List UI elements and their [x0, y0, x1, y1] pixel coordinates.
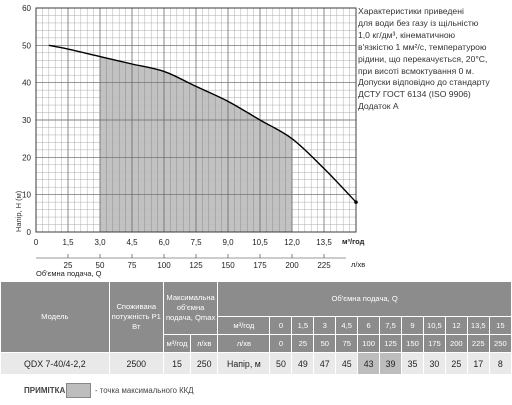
- model-name: QDX 7-40/4-2,2: [0, 352, 110, 375]
- flow-m3h-value: 10,5: [422, 316, 446, 335]
- head-value: 45: [335, 352, 359, 375]
- head-value: 39: [379, 352, 403, 375]
- x-axis-unit-m3h: м³/год: [342, 237, 365, 246]
- y-tick-label: 20: [22, 153, 31, 162]
- unit-lpm: л/хв: [217, 334, 271, 353]
- flow-lpm-value: 0: [269, 334, 293, 353]
- flow-lpm-value: 175: [422, 334, 446, 353]
- head-label: Напір, м: [217, 352, 271, 375]
- head-value: 8: [488, 352, 512, 375]
- lpm-tick-label: 125: [189, 261, 203, 270]
- flow-lpm-value: 250: [488, 334, 512, 353]
- flow-lpm-value: 50: [313, 334, 337, 353]
- flow-lpm-value: 200: [444, 334, 468, 353]
- lpm-tick-label: 150: [221, 261, 235, 270]
- x-tick-label: 12,0: [284, 238, 300, 247]
- flow-lpm-value: 225: [466, 334, 490, 353]
- chart-ticks: 0 1,5 3,0 4,5 6,0 7,5 9,0 10,5 12,0 13,5 0 10 20 30 40…: [22, 4, 358, 270]
- head-value: 25: [444, 352, 468, 375]
- footer-legend-text: - точка максимального ККД: [95, 386, 194, 395]
- header-power: Споживана потужність P1 Вт: [108, 281, 164, 353]
- head-value: 50: [269, 352, 293, 375]
- lpm-tick-label: 175: [253, 261, 267, 270]
- lpm-tick-label: 50: [96, 261, 105, 270]
- x-axis-title: Об'ємна подача, Q: [36, 269, 102, 278]
- head-value: 49: [291, 352, 315, 375]
- x-tick-label: 7,5: [190, 238, 202, 247]
- y-tick-label: 50: [22, 41, 31, 50]
- head-curve: [48, 44, 357, 203]
- footer-label: ПРИМІТКА:: [24, 386, 68, 395]
- x-tick-label: 10,5: [252, 238, 268, 247]
- x-tick-label: 6,0: [158, 238, 170, 247]
- head-value: 17: [466, 352, 490, 375]
- head-value: 47: [313, 352, 337, 375]
- y-tick-label: 30: [22, 116, 31, 125]
- y-tick-label: 10: [22, 191, 31, 200]
- x-tick-label: 0: [34, 238, 39, 247]
- flow-lpm-value: 100: [357, 334, 381, 353]
- lpm-tick-label: 25: [64, 261, 73, 270]
- efficiency-swatch: [66, 383, 91, 398]
- y-tick-label: 60: [22, 4, 31, 13]
- footer-note: ПРИМІТКА: - точка максимального ККД: [0, 378, 512, 405]
- characteristics-note: Характеристики приведені для води без га…: [358, 6, 490, 112]
- qmax-unit-m3h: м³/год: [162, 334, 192, 353]
- header-qmax: Максимальна об'ємна подача, Qmax: [162, 281, 219, 335]
- flow-lpm-value: 75: [335, 334, 359, 353]
- performance-table: Модель Споживана потужність P1 Вт Максим…: [0, 281, 512, 375]
- unit-m3h: м³/год: [217, 316, 271, 335]
- flow-m3h-value: 13,5: [466, 316, 490, 335]
- qmax-lpm-value: 250: [190, 352, 219, 375]
- header-flow: Об'ємна подача, Q: [217, 281, 512, 317]
- flow-m3h-value: 7,5: [379, 316, 403, 335]
- x-tick-label: 13,5: [316, 238, 332, 247]
- flow-lpm-value: 125: [379, 334, 403, 353]
- flow-m3h-value: 3: [313, 316, 337, 335]
- x-tick-label: 3,0: [94, 238, 106, 247]
- header-model: Модель: [0, 281, 110, 353]
- flow-m3h-value: 1,5: [291, 316, 315, 335]
- qmax-unit-lpm: л/хв: [190, 334, 219, 353]
- x-tick-label: 1,5: [62, 238, 74, 247]
- flow-lpm-value: 25: [291, 334, 315, 353]
- x-tick-label: 9,0: [222, 238, 234, 247]
- x-axis-unit-lpm: л/хв: [351, 260, 365, 269]
- qmax-m3h-value: 15: [162, 352, 192, 375]
- y-tick-label: 40: [22, 79, 31, 88]
- x-tick-label: 4,5: [126, 238, 138, 247]
- head-value: 43: [357, 352, 381, 375]
- curve-end-point: [354, 200, 358, 204]
- flow-m3h-value: 6: [357, 316, 381, 335]
- pump-curve-chart: 0 1,5 3,0 4,5 6,0 7,5 9,0 10,5 12,0 13,5 0 10 20 30 40…: [14, 4, 365, 278]
- power-value: 2500: [108, 352, 164, 375]
- flow-lpm-value: 150: [401, 334, 424, 353]
- head-value: 30: [422, 352, 446, 375]
- flow-m3h-value: 15: [488, 316, 512, 335]
- lpm-tick-label: 75: [128, 261, 137, 270]
- head-value: 35: [401, 352, 424, 375]
- lpm-tick-label: 225: [317, 261, 331, 270]
- flow-m3h-value: 4,5: [335, 316, 359, 335]
- y-axis-label: Напір, Н (м): [14, 190, 23, 232]
- chart-axes: [35, 7, 357, 233]
- flow-m3h-value: 0: [269, 316, 293, 335]
- y-tick-label: 0: [27, 228, 32, 237]
- lpm-tick-label: 100: [157, 261, 171, 270]
- plot-frame: [35, 7, 357, 233]
- flow-m3h-value: 9: [401, 316, 424, 335]
- lpm-tick-label: 200: [285, 261, 299, 270]
- flow-m3h-value: 12: [444, 316, 468, 335]
